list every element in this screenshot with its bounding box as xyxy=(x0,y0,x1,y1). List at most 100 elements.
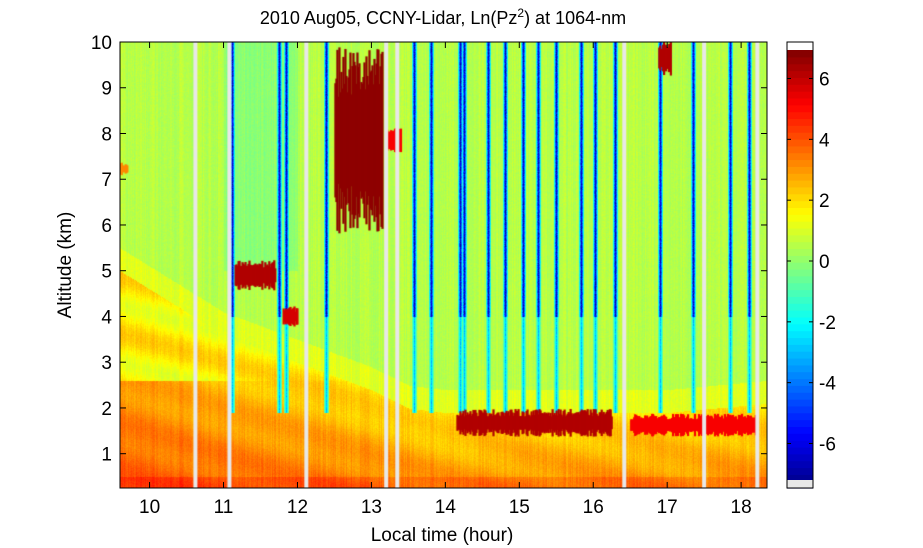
colorbar-tick-label: -2 xyxy=(819,313,836,334)
x-tick-label-11: 11 xyxy=(214,497,234,518)
colorbar-segment xyxy=(787,378,813,386)
x-tick-label-12: 12 xyxy=(287,497,308,518)
colorbar-segment xyxy=(787,262,813,270)
colorbar-tick-label: 2 xyxy=(819,191,830,212)
colorbar-segment xyxy=(787,111,813,120)
y-tick-label-10: 10 xyxy=(91,33,112,54)
colorbar-segment xyxy=(787,125,813,133)
colorbar-segment xyxy=(787,193,813,202)
chart-title: 2010 Aug05, CCNY-Lidar, Ln(Pz2) at 1064-… xyxy=(260,6,626,28)
colorbar-segment xyxy=(787,255,813,263)
y-tick-label-1: 1 xyxy=(101,445,112,466)
colorbar-segment xyxy=(787,474,813,482)
x-axis: 10 11 12 13 14 15 16 17 18 xyxy=(139,42,752,518)
title-end: ) at 1064-nm xyxy=(524,8,626,28)
y-tick-label-5: 5 xyxy=(101,262,112,283)
colorbar-segment xyxy=(787,412,813,421)
y-tick-label-2: 2 xyxy=(101,399,112,420)
colorbar-tick-label: 4 xyxy=(819,130,830,151)
colorbar-segment xyxy=(787,269,813,277)
colorbar-segment xyxy=(787,426,813,434)
x-axis-label: Local time (hour) xyxy=(371,525,514,546)
colorbar-segment xyxy=(787,405,813,414)
x-tick-label-15: 15 xyxy=(509,497,530,518)
colorbar-segment xyxy=(787,118,813,126)
colorbar-segment xyxy=(787,152,813,161)
colorbar-segment xyxy=(787,453,813,462)
colorbar-segment xyxy=(787,330,813,339)
colorbar-segment xyxy=(787,56,813,65)
colorbar-segment xyxy=(787,50,813,58)
colorbar-segment xyxy=(787,371,813,380)
colorbar-segment xyxy=(787,399,813,407)
colorbar-tick-label: 6 xyxy=(819,70,830,91)
colorbar-segment xyxy=(787,166,813,174)
colorbar-segment xyxy=(787,214,813,222)
y-tick-label-3: 3 xyxy=(101,353,112,374)
colorbar: -6 -4 -2 0 2 4 6 xyxy=(786,41,836,489)
y-tick-label-7: 7 xyxy=(101,170,112,191)
colorbar-segment xyxy=(787,221,813,229)
colorbar-segment xyxy=(787,173,813,181)
colorbar-segment xyxy=(787,207,813,215)
colorbar-segment xyxy=(787,186,813,195)
colorbar-segment xyxy=(787,63,813,72)
colorbar-segment xyxy=(787,241,813,250)
colorbar-border xyxy=(786,41,814,489)
y-tick-label-6: 6 xyxy=(101,216,112,237)
colorbar-segment xyxy=(787,344,813,352)
colorbar-tick-label: 0 xyxy=(819,252,830,273)
colorbar-segment xyxy=(787,337,813,345)
title-superscript: 2 xyxy=(517,6,524,20)
colorbar-segment xyxy=(787,357,813,366)
plot-border xyxy=(119,41,768,489)
colorbar-segment xyxy=(787,145,813,154)
colorbar-segment xyxy=(787,77,813,85)
colorbar-segment xyxy=(787,180,813,188)
colorbar-segment xyxy=(787,282,813,291)
colorbar-segment xyxy=(787,467,813,475)
colorbar-segment xyxy=(787,460,813,469)
colorbar-segment xyxy=(787,227,813,236)
y-tick-label-8: 8 xyxy=(101,124,112,145)
colorbar-segment xyxy=(787,433,813,441)
y-tick-label-9: 9 xyxy=(101,79,112,100)
colorbar-segment xyxy=(787,159,813,167)
colorbar-segment xyxy=(787,296,813,304)
colorbar-segment xyxy=(787,351,813,359)
x-tick-label-18: 18 xyxy=(731,497,752,518)
colorbar-segment xyxy=(787,316,813,325)
y-axis: 1 2 3 4 5 6 7 8 9 10 xyxy=(91,33,767,466)
colorbar-segment xyxy=(787,104,813,113)
colorbar-tick-label: -4 xyxy=(819,374,836,395)
colorbar-segment xyxy=(787,446,813,455)
y-tick-label-4: 4 xyxy=(101,307,112,328)
colorbar-segment xyxy=(787,234,813,243)
x-tick-label-10: 10 xyxy=(139,497,160,518)
colorbar-segment xyxy=(787,440,813,448)
plot-frame xyxy=(119,41,768,489)
x-tick-label-17: 17 xyxy=(657,497,678,518)
colorbar-segment xyxy=(787,248,813,256)
colorbar-segment xyxy=(787,364,813,373)
colorbar-segment xyxy=(787,91,813,99)
colorbar-segment xyxy=(787,132,813,140)
colorbar-nodata-swatch xyxy=(787,480,813,488)
colorbar-segment xyxy=(787,84,813,92)
title-main: 2010 Aug05, CCNY-Lidar, Ln(Pz xyxy=(260,8,518,28)
svg-text:2010 Aug05, CCNY-Lidar, Ln(Pz2: 2010 Aug05, CCNY-Lidar, Ln(Pz2) at 1064-… xyxy=(260,6,626,28)
x-tick-label-16: 16 xyxy=(583,497,604,518)
heatmap-plot xyxy=(120,42,767,488)
colorbar-segment xyxy=(787,385,813,393)
colorbar-segment xyxy=(787,323,813,332)
colorbar-segment xyxy=(787,289,813,297)
colorbar-segment xyxy=(787,138,813,147)
heatmap-image xyxy=(120,42,767,488)
colorbar-tick-label: -6 xyxy=(819,435,836,456)
x-tick-label-14: 14 xyxy=(435,497,457,518)
x-tick-label-13: 13 xyxy=(361,497,382,518)
colorbar-segment xyxy=(787,392,813,400)
colorbar-segment xyxy=(787,275,813,284)
y-axis-label: Altitude (km) xyxy=(55,212,76,319)
